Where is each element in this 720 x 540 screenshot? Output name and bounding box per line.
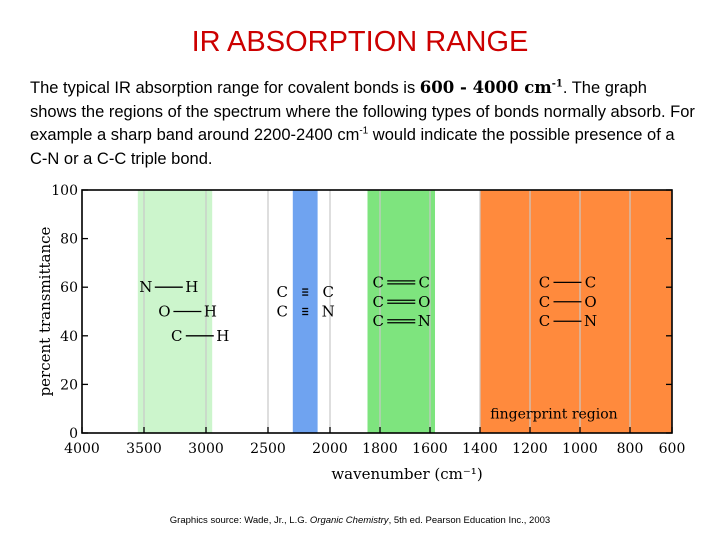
bond-label-3-2-atom-left: C — [539, 312, 550, 330]
x-tick-label: 1000 — [562, 441, 598, 457]
x-tick-label: 1800 — [362, 441, 398, 457]
y-tick-label: 20 — [60, 377, 78, 393]
bond-label-3-1-atom-right: O — [584, 293, 596, 311]
plot-frame — [81, 189, 673, 434]
y-tick-label: 60 — [60, 280, 78, 296]
bond-label-1-1-atom-left: C — [276, 303, 287, 321]
bond-label-3-0-atom-right: C — [585, 273, 596, 291]
bond-label-2-1-atom-left: C — [373, 293, 384, 311]
intro-text-2: . The graph shows the regions of the spe… — [30, 79, 695, 144]
absorption-region-2 — [367, 190, 435, 433]
absorption-region-3 — [480, 190, 672, 433]
source-suffix: , 5th ed. Pearson Education Inc., 2003 — [388, 515, 551, 526]
x-tick-label: 4000 — [64, 441, 100, 457]
y-tick-label: 80 — [60, 232, 78, 248]
source-book-title: Organic Chemistry — [309, 515, 389, 526]
bond-label-3-0-atom-left: C — [539, 273, 550, 291]
x-tick-label: 600 — [659, 441, 686, 457]
bond-label-2-0-atom-right: C — [419, 273, 430, 291]
intro-text-2-sup: -1 — [359, 125, 369, 137]
x-axis-label: wavenumber (cm⁻¹) — [331, 465, 482, 483]
bond-label-2-1-atom-right: O — [418, 293, 430, 311]
bond-label-0-1-atom-left: O — [158, 303, 170, 321]
y-tick-label: 0 — [69, 426, 78, 442]
bond-label-2-0-atom-left: C — [373, 273, 384, 291]
slide-title: IR ABSORPTION RANGE — [191, 26, 529, 58]
bond-label-0-2-atom-left: C — [171, 327, 182, 345]
bond-label-2-2-atom-left: C — [373, 312, 384, 330]
bond-label-1-0-atom-right: C — [322, 283, 333, 301]
x-tick-label: 1400 — [462, 441, 498, 457]
x-tick-label: 2000 — [312, 441, 348, 457]
x-tick-label: 1200 — [512, 441, 548, 457]
intro-range-sup: -1 — [551, 78, 563, 90]
y-tick-label: 40 — [60, 329, 78, 345]
intro-paragraph: The typical IR absorption range for cova… — [30, 76, 695, 171]
bond-label-1-1-atom-right: N — [322, 303, 335, 321]
bond-label-0-0-atom-left: N — [139, 278, 152, 296]
intro-range: 600 - 4000 cm — [419, 78, 552, 97]
x-tick-label: 3000 — [188, 441, 224, 457]
bond-label-0-2-atom-right: H — [216, 327, 229, 345]
x-tick-label: 800 — [617, 441, 644, 457]
y-axis-label: percent transmittance — [36, 226, 54, 396]
source-prefix: Graphics source: Wade, Jr., L.G. — [169, 515, 310, 526]
bond-label-0-1-atom-right: H — [204, 303, 217, 321]
bond-label-0-0-atom-right: H — [185, 278, 198, 296]
bond-label-3-1-atom-left: C — [539, 293, 550, 311]
source-citation: Graphics source: Wade, Jr., L.G. Organic… — [0, 515, 720, 526]
fingerprint-region-label: fingerprint region — [490, 407, 617, 423]
bond-label-1-0-atom-left: C — [276, 283, 287, 301]
intro-text-3: would indicate the possible presence of … — [30, 126, 675, 168]
y-tick-label: 100 — [51, 183, 78, 199]
bond-label-3-2-atom-right: N — [584, 312, 597, 330]
intro-text-1: The typical IR absorption range for cova… — [30, 79, 420, 97]
x-tick-label: 2500 — [250, 441, 286, 457]
x-tick-label: 1600 — [412, 441, 448, 457]
x-tick-label: 3500 — [126, 441, 162, 457]
bond-label-2-2-atom-right: N — [418, 312, 431, 330]
